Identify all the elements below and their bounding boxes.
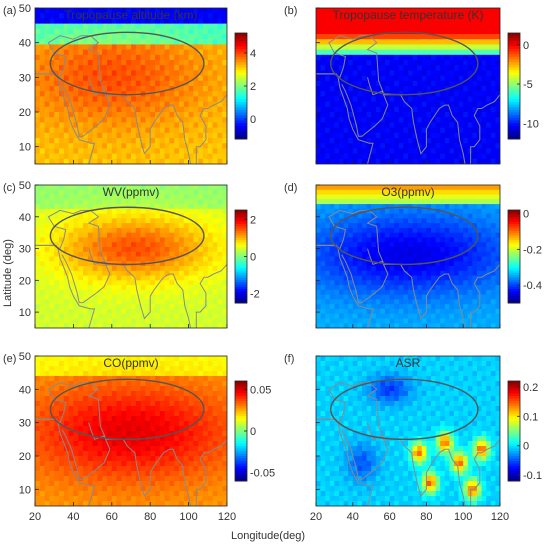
panel-title: Tropopause altitude (km): [65, 8, 198, 22]
panel-4: (d) O3(ppmv) 0 -0.2 -0.4: [284, 182, 542, 329]
colorbar-tick-label: 0: [250, 426, 256, 438]
colorbar: 0.2 0.1 0 -0.1: [507, 380, 542, 482]
plot-frame: [34, 184, 228, 329]
panel-title: CO(ppmv): [103, 356, 158, 370]
y-tick-label: 50: [19, 3, 31, 15]
colorbar-tick-label: -10: [523, 118, 539, 130]
anticyclone-contour: [49, 206, 205, 266]
plot-frame: [315, 184, 501, 329]
panel-title: Tropopause temperature (K): [333, 8, 484, 22]
colorbar: 0 -5 -10: [507, 32, 539, 140]
heatmap-field: [35, 8, 227, 164]
heatmap-field: [35, 356, 227, 506]
coastline: [316, 209, 500, 328]
y-tick-label: 30: [19, 72, 31, 84]
colorbar: 0 -0.2 -0.4: [507, 209, 542, 304]
heatmap-field: [35, 185, 227, 328]
colorbar-tick-label: 0: [250, 252, 256, 264]
x-tick-label: 40: [67, 511, 79, 523]
y-tick-label: 20: [19, 107, 31, 119]
anticyclone-contour: [330, 31, 479, 96]
colorbar-tick-label: 0: [523, 209, 529, 221]
x-tick-label: 120: [491, 511, 509, 523]
colorbar-tick-label: -0.4: [523, 280, 542, 292]
y-tick-label: 10: [19, 307, 31, 319]
colorbar-tick-label: 0: [523, 441, 529, 453]
heatmap-field: [316, 185, 500, 328]
anticyclone-contour: [49, 378, 205, 441]
plot-frame: [34, 355, 228, 507]
heatmap-field: [316, 356, 500, 506]
colorbar-tick-label: 4: [250, 48, 256, 60]
colorbar-tick-label: 0: [250, 114, 256, 126]
colorbar-tick-label: 2: [250, 214, 256, 226]
y-tick-label: 10: [19, 142, 31, 154]
colorbar-tick-label: 0: [523, 40, 529, 52]
anticyclone-contour: [49, 31, 205, 96]
colorbar-tick-label: 0.1: [523, 411, 538, 423]
x-tick-label: 80: [144, 511, 156, 523]
y-tick-label: 30: [19, 244, 31, 256]
colorbar-tick-label: 0.05: [250, 384, 271, 396]
x-tick-label: 120: [218, 511, 236, 523]
panel-label: (f): [284, 353, 294, 365]
y-tick-label: 10: [19, 484, 31, 496]
heatmap-field: [316, 8, 500, 164]
panel-1: 10 20 30 40 50(a) Tropopause altitude (km) 0 2 4: [3, 3, 256, 165]
x-tick-label: 20: [310, 511, 322, 523]
panel-label: (e): [3, 353, 16, 365]
coastline: [316, 382, 500, 506]
figure-ylabel: Latitude (deg): [2, 239, 14, 307]
y-tick-label: 40: [19, 38, 31, 50]
colorbar: 0.05 0 -0.05: [234, 380, 275, 482]
panel-title: WV(ppmv): [103, 185, 160, 199]
x-tick-label: 20: [29, 511, 41, 523]
anticyclone-contour: [330, 378, 479, 441]
x-tick-label: 80: [420, 511, 432, 523]
x-tick-label: 60: [106, 511, 118, 523]
panel-title: ASR: [396, 356, 421, 370]
colorbar-tick-label: -0.1: [523, 470, 542, 482]
x-tick-label: 40: [347, 511, 359, 523]
panel-label: (c): [3, 182, 16, 194]
plot-frame: [34, 7, 228, 165]
coastline: [35, 209, 227, 328]
x-tick-label: 60: [383, 511, 395, 523]
y-tick-label: 40: [19, 384, 31, 396]
panel-label: (d): [284, 182, 297, 194]
colorbar-tick-label: -2: [250, 289, 260, 301]
colorbar-tick-label: 0.2: [523, 382, 538, 394]
panel-2: (b) Tropopause temperature (K) 0 -5 -10: [284, 5, 539, 165]
x-tick-label: 100: [179, 511, 197, 523]
y-tick-label: 30: [19, 418, 31, 430]
coastline: [35, 35, 227, 164]
colorbar-tick-label: -0.2: [523, 244, 542, 256]
y-tick-label: 20: [19, 451, 31, 463]
colorbar-tick-label: -0.05: [250, 468, 275, 480]
plot-frame: [315, 7, 501, 165]
x-tick-label: 100: [454, 511, 472, 523]
colorbar: 2 0 -2: [234, 209, 260, 304]
colorbar-tick-label: 2: [250, 81, 256, 93]
anticyclone-contour: [330, 206, 479, 266]
y-tick-label: 40: [19, 212, 31, 224]
figure-xlabel: Longitude(deg): [231, 530, 305, 542]
y-tick-label: 20: [19, 275, 31, 287]
panel-label: (b): [284, 5, 297, 17]
colorbar: 0 2 4: [234, 32, 256, 140]
colorbar-tick-label: -5: [523, 79, 533, 91]
coastline: [316, 35, 500, 164]
coastline: [35, 382, 227, 506]
y-tick-label: 50: [19, 180, 31, 192]
plot-frame: [315, 355, 501, 507]
panel-6: 20 40 60 80 100 120 (f) ASR 0.2 0.1 0 -0.1: [284, 353, 542, 523]
panel-title: O3(ppmv): [381, 185, 434, 199]
panel-label: (a): [3, 5, 16, 17]
y-tick-label: 50: [19, 351, 31, 363]
